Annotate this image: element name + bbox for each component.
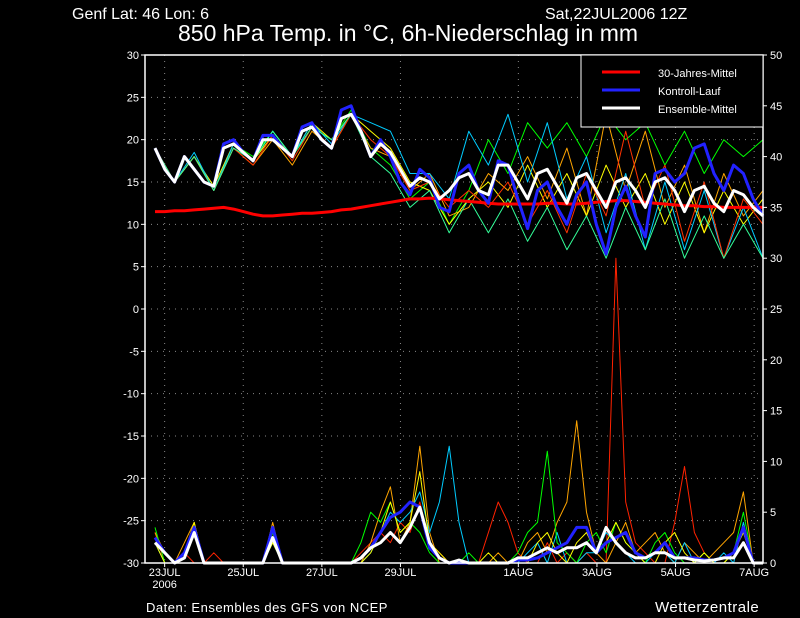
left-tick-label: -10 bbox=[123, 389, 139, 401]
precip-member-line bbox=[154, 445, 763, 564]
right-tick-label: 5 bbox=[770, 507, 776, 519]
left-tick-label: 10 bbox=[127, 219, 139, 231]
x-tick-sublabel: 2006 bbox=[152, 579, 176, 591]
right-tick-label: 0 bbox=[770, 558, 776, 570]
left-tick-label: -25 bbox=[123, 516, 139, 528]
left-tick-label: -15 bbox=[123, 431, 139, 443]
left-tick-label: 5 bbox=[133, 262, 139, 274]
left-tick-label: 25 bbox=[127, 92, 139, 104]
precip-member-line bbox=[154, 257, 763, 564]
legend-label-control: Kontroll-Lauf bbox=[658, 86, 721, 98]
axes: 302520151050-5-10-15-20-25-3050454035302… bbox=[123, 50, 782, 591]
right-tick-label: 40 bbox=[770, 152, 782, 164]
x-tick-label: 1AUG bbox=[503, 567, 533, 579]
right-tick-label: 50 bbox=[770, 50, 782, 62]
left-tick-label: 30 bbox=[127, 50, 139, 62]
data-source: Daten: Ensembles des GFS von NCEP bbox=[146, 600, 388, 615]
ensemble-mean-temp-line bbox=[153, 112, 764, 218]
main-lines bbox=[153, 104, 765, 565]
run-time-label: Sat,22JUL2006 12Z bbox=[545, 6, 688, 23]
left-tick-label: -30 bbox=[123, 558, 139, 570]
location-label: Genf Lat: 46 Lon: 6 bbox=[72, 6, 209, 23]
left-tick-label: -20 bbox=[123, 473, 139, 485]
grid bbox=[145, 55, 763, 563]
precip-member-line bbox=[154, 420, 763, 564]
x-tick-label: 3AUG bbox=[582, 567, 612, 579]
x-tick-label: 25JUL bbox=[227, 567, 259, 579]
x-tick-label: 23JUL bbox=[149, 567, 181, 579]
brand-label: Wetterzentrale bbox=[655, 599, 759, 616]
left-tick-label: 15 bbox=[127, 177, 139, 189]
legend-label-climatology: 30-Jahres-Mittel bbox=[658, 68, 737, 80]
right-tick-label: 10 bbox=[770, 456, 782, 468]
precip-member-line bbox=[154, 450, 763, 564]
right-tick-label: 30 bbox=[770, 253, 782, 265]
climatology-line bbox=[155, 196, 763, 218]
left-tick-label: -5 bbox=[129, 346, 139, 358]
chart-title: 850 hPa Temp. in °C, 6h-Niederschlag in … bbox=[178, 20, 638, 46]
left-tick-label: 20 bbox=[127, 135, 139, 147]
right-tick-label: 20 bbox=[770, 355, 782, 367]
x-tick-label: 5AUG bbox=[661, 567, 691, 579]
precip-member-line bbox=[154, 471, 763, 564]
legend: 30-Jahres-Mittel Kontroll-Lauf Ensemble-… bbox=[580, 54, 764, 128]
right-tick-label: 35 bbox=[770, 202, 782, 214]
right-tick-label: 15 bbox=[770, 406, 782, 418]
x-tick-label: 27JUL bbox=[306, 567, 338, 579]
right-tick-label: 45 bbox=[770, 101, 782, 113]
legend-label-mean: Ensemble-Mittel bbox=[658, 104, 737, 116]
x-tick-label: 29JUL bbox=[385, 567, 417, 579]
x-tick-label: 7AUG bbox=[739, 567, 769, 579]
right-tick-label: 25 bbox=[770, 304, 782, 316]
left-tick-label: 0 bbox=[133, 304, 139, 316]
